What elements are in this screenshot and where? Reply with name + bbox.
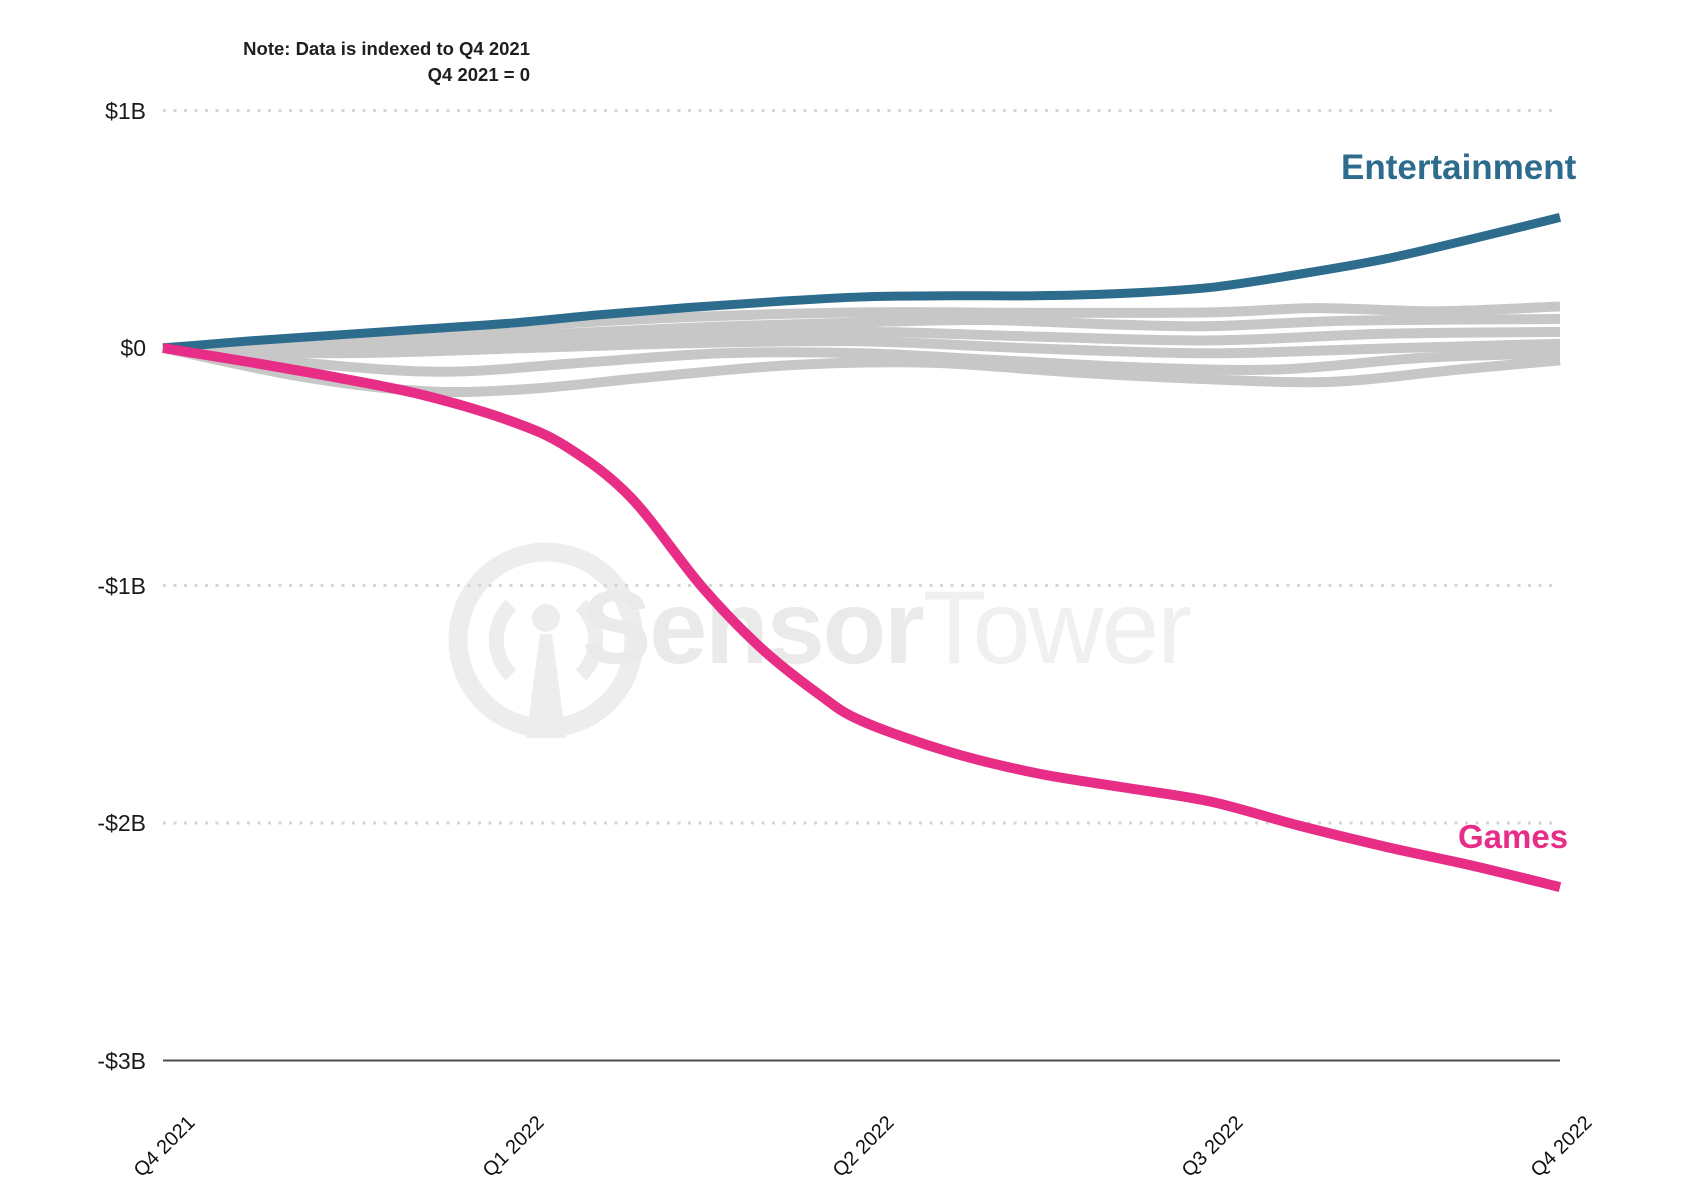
series-line-entertainment (162, 213, 1562, 353)
watermark-brand-light: Tower (922, 570, 1192, 686)
background-line (162, 336, 1561, 359)
background-line (162, 326, 1561, 353)
chart-note-line1: Note: Data is indexed to Q4 2021 (243, 38, 530, 59)
y-axis-label: $0 (120, 335, 146, 361)
background-line (162, 343, 1561, 377)
y-axis-label: -$2B (97, 810, 146, 836)
series-label-games: Games (1458, 818, 1569, 855)
y-axis-label: -$1B (97, 572, 146, 599)
watermark-brand-bold: Sensor (582, 570, 925, 686)
series-line-games (162, 343, 1562, 892)
watermark-brand-text: SensorTower (582, 576, 1192, 680)
y-axis-label: -$3B (97, 1047, 146, 1074)
sensortower-logo-icon (448, 542, 644, 738)
chart-note-line2: Q4 2021 = 0 (427, 63, 530, 85)
series-label-entertainment: Entertainment (1341, 148, 1577, 187)
y-axis-label: $1B (105, 97, 146, 124)
chart-note: Note: Data is indexed to Q4 2021 Q4 2021… (180, 36, 530, 87)
